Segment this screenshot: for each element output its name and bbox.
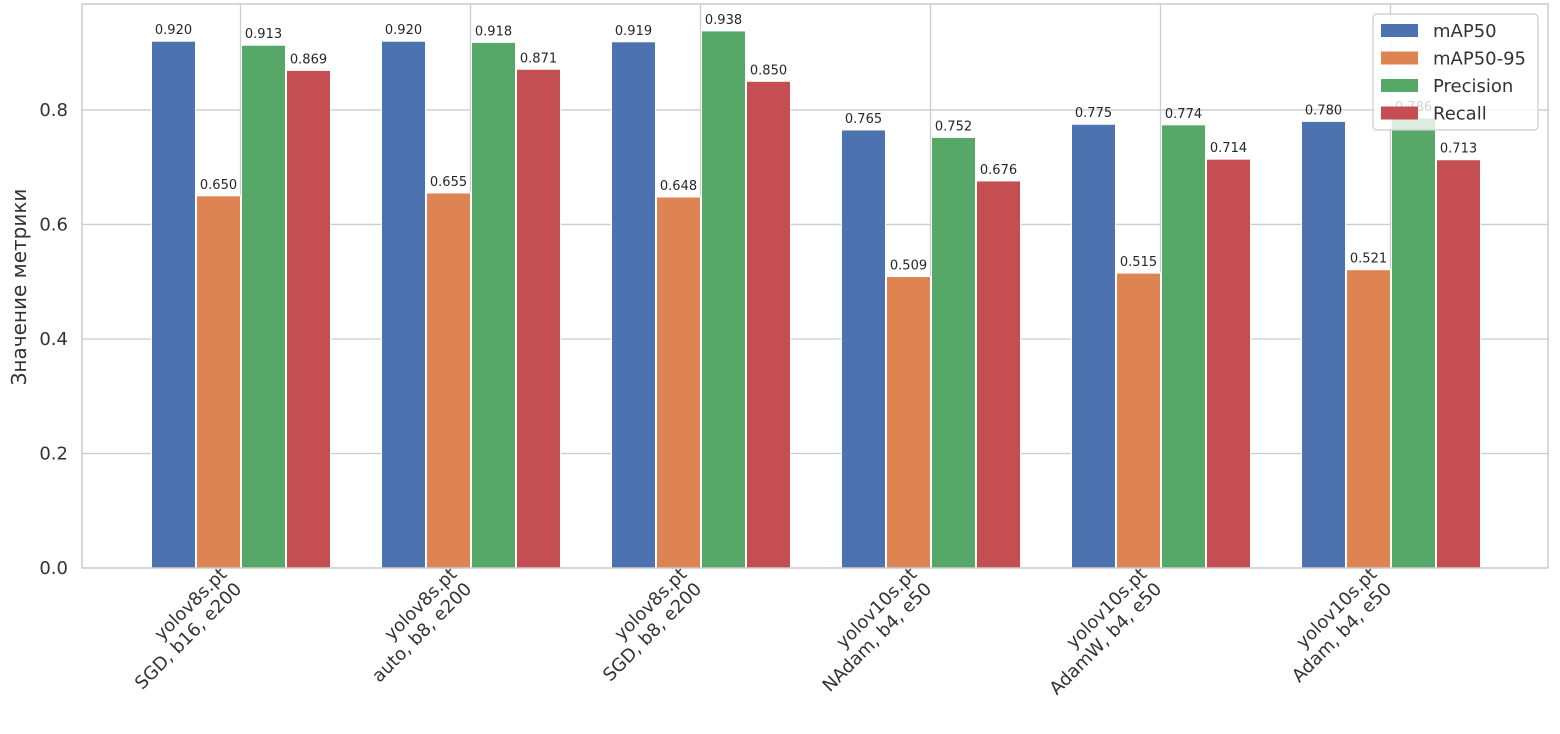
bar-map50-95 — [1346, 269, 1391, 569]
bar-precision — [471, 41, 516, 569]
y-tick-label: 0.8 — [39, 100, 68, 121]
bar-precision — [1161, 124, 1206, 569]
bar-precision — [931, 136, 976, 569]
bar-precision — [701, 30, 746, 569]
data-label: 0.515 — [1120, 255, 1157, 270]
data-label: 0.780 — [1305, 103, 1342, 118]
bar-map50 — [151, 40, 196, 569]
bar-recall — [746, 80, 791, 569]
data-label: 0.752 — [935, 119, 972, 134]
y-tick-label: 0.0 — [39, 558, 68, 579]
legend-label: mAP50 — [1433, 21, 1497, 42]
x-tick-label-text: yolov10s.ptAdamW, b4, e50 — [1031, 564, 1166, 699]
data-label: 0.920 — [385, 23, 422, 38]
x-tick-label: yolov8s.ptSGD, b16, e200 — [116, 564, 246, 694]
data-label: 0.509 — [890, 259, 927, 274]
bar-recall — [976, 180, 1021, 569]
bar-map50-95 — [1116, 272, 1161, 569]
legend: mAP50 mAP50-95 Precision Recall — [1372, 13, 1539, 131]
data-label: 0.676 — [980, 163, 1017, 178]
legend-swatch — [1381, 106, 1418, 120]
bar-map50 — [381, 40, 426, 569]
data-label: 0.714 — [1210, 141, 1247, 156]
bar-map50 — [841, 129, 886, 569]
bar-map50 — [1301, 120, 1346, 569]
data-label: 0.918 — [475, 24, 512, 39]
x-tick-label: yolov8s.ptSGD, b8, e200 — [584, 564, 706, 686]
x-tick-label: yolov10s.ptNAdam, b4, e50 — [804, 564, 937, 696]
x-tick-label-text: yolov10s.ptNAdam, b4, e50 — [804, 564, 936, 696]
legend-swatch — [1381, 24, 1418, 37]
x-tick-label: yolov8s.ptauto, b8, e200 — [353, 564, 476, 687]
data-label: 0.713 — [1440, 142, 1477, 157]
data-label: 0.869 — [290, 52, 327, 67]
data-label: 0.774 — [1165, 107, 1202, 122]
data-labels-layer: 0.920 0.920 0.919 0.765 0.775 0.780 0.650 0.655… — [155, 13, 1477, 274]
y-tick-label: 0.4 — [39, 329, 68, 350]
data-label: 0.775 — [1075, 106, 1112, 121]
data-label: 0.919 — [615, 24, 652, 39]
data-label: 0.655 — [430, 175, 467, 190]
bars-layer — [151, 30, 1481, 569]
legend-label: Recall — [1433, 104, 1487, 125]
data-label: 0.765 — [845, 112, 882, 127]
bar-map50 — [611, 41, 656, 569]
bar-precision — [241, 44, 286, 569]
data-label: 0.938 — [705, 13, 742, 28]
x-tick-label-text: yolov8s.ptSGD, b16, e200 — [116, 564, 246, 694]
bar-map50 — [1071, 123, 1116, 569]
x-tick-label-text: yolov10s.ptAdam, b4, e50 — [1273, 564, 1396, 687]
legend-box — [1372, 13, 1539, 131]
data-label: 0.521 — [1350, 252, 1387, 267]
data-label: 0.650 — [200, 178, 237, 193]
plot-frame — [81, 3, 1549, 569]
y-axis-title: Значение метрики — [7, 189, 31, 386]
bar-precision — [1391, 117, 1436, 569]
bar-recall — [286, 69, 331, 569]
data-label: 0.913 — [245, 27, 282, 42]
y-tick-label: 0.2 — [39, 443, 68, 464]
bar-map50-95 — [656, 196, 701, 569]
data-label: 0.850 — [750, 63, 787, 78]
bar-map50-95 — [196, 195, 241, 569]
bar-recall — [516, 68, 561, 569]
x-tick-label-text: yolov8s.ptauto, b8, e200 — [353, 564, 476, 687]
legend-swatch — [1381, 79, 1418, 92]
legend-label: Precision — [1433, 76, 1513, 97]
data-label: 0.648 — [660, 179, 697, 194]
bar-recall — [1436, 159, 1481, 569]
data-label: 0.871 — [520, 51, 557, 66]
x-tick-label: yolov10s.ptAdam, b4, e50 — [1273, 564, 1396, 687]
x-tick-label: yolov10s.ptAdamW, b4, e50 — [1031, 564, 1167, 699]
bar-recall — [1206, 158, 1251, 569]
bar-map50-95 — [886, 276, 931, 569]
x-tick-label-text: yolov8s.ptSGD, b8, e200 — [584, 564, 706, 686]
y-tick-label: 0.6 — [39, 214, 68, 235]
bar-map50-95 — [426, 192, 471, 569]
data-label: 0.920 — [155, 23, 192, 38]
legend-swatch — [1381, 51, 1418, 65]
legend-label: mAP50-95 — [1433, 49, 1526, 70]
